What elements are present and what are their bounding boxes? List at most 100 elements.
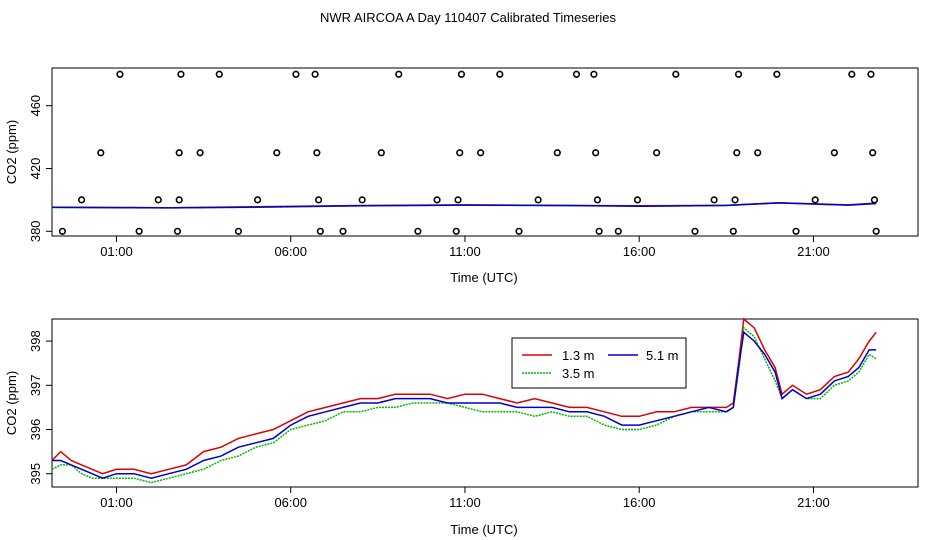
top-data-point	[173, 227, 182, 235]
panel-bottom-frame	[51, 318, 919, 488]
top-data-point	[175, 149, 183, 157]
top-data-point	[792, 227, 800, 235]
bottom-x-tick-label: 16:00	[623, 495, 656, 510]
top-data-point	[710, 196, 718, 204]
top-data-point	[377, 149, 385, 157]
top-y-tick-label: 460	[28, 95, 43, 117]
bottom-y-tick-label: 396	[28, 419, 43, 441]
bottom-x-tick-label: 21:00	[797, 495, 830, 510]
bottom-y-tick-label: 398	[28, 330, 43, 352]
top-data-point	[395, 70, 403, 78]
top-data-point	[595, 227, 603, 235]
panel-bottom-y-label: CO2 (ppm)	[4, 371, 19, 435]
legend-label-2: 3.5 m	[562, 366, 595, 381]
top-data-point	[234, 227, 243, 235]
top-data-point	[515, 227, 523, 235]
top-data-point	[534, 196, 542, 204]
top-data-point	[414, 227, 422, 235]
legend-label-1: 1.3 m	[562, 348, 595, 363]
top-data-point	[215, 70, 223, 78]
bottom-series-line-3-5-m	[51, 326, 877, 484]
top-data-point	[811, 196, 819, 204]
panel-top: 01:00 06:00 11:00 16:00 21:00 380 420 460 Time…	[4, 67, 919, 285]
top-data-point	[672, 70, 680, 78]
top-data-point	[496, 70, 504, 78]
top-data-point	[729, 227, 737, 235]
top-data-point	[339, 227, 347, 235]
top-data-point	[78, 196, 86, 204]
top-data-point	[273, 149, 281, 157]
legend-label-3: 5.1 m	[646, 348, 679, 363]
top-data-point	[633, 196, 642, 204]
panel-top-series-lines	[51, 201, 877, 209]
panel-top-points	[58, 70, 880, 235]
top-x-tick-label: 16:00	[623, 244, 656, 259]
top-data-point	[773, 70, 781, 78]
panel-bottom-x-label: Time (UTC)	[450, 522, 517, 537]
top-data-point	[691, 227, 699, 235]
bottom-series-line-5-1-m	[52, 330, 877, 480]
top-y-tick-label: 420	[28, 158, 43, 180]
top-y-tick-label: 380	[28, 220, 43, 242]
panel-bottom-x-ticks: 01:00 06:00 11:00 16:00 21:00	[100, 487, 830, 510]
legend: 1.3 m 5.1 m 3.5 m	[511, 337, 687, 389]
top-data-point	[457, 70, 466, 78]
top-data-point	[154, 196, 162, 204]
bottom-series-line-1-3-m	[51, 317, 877, 475]
top-data-point	[116, 70, 124, 78]
top-data-point	[653, 149, 661, 157]
top-data-point	[733, 149, 741, 157]
top-data-point	[869, 149, 877, 157]
top-data-point	[177, 70, 185, 78]
top-x-tick-label: 01:00	[100, 244, 133, 259]
legend-box	[511, 337, 687, 389]
top-data-point	[848, 70, 856, 78]
top-data-point	[754, 149, 762, 157]
top-data-point	[867, 70, 875, 78]
top-data-point	[870, 196, 879, 204]
top-data-point	[254, 196, 262, 204]
bottom-x-tick-label: 06:00	[274, 495, 307, 510]
panel-top-y-label: CO2 (ppm)	[4, 120, 19, 184]
top-data-point	[316, 227, 324, 235]
top-data-point	[196, 149, 204, 157]
top-data-point	[358, 196, 366, 204]
top-series-line-5-1-m	[51, 202, 877, 209]
top-data-point	[452, 227, 460, 235]
top-data-point	[593, 196, 601, 204]
top-data-point	[454, 196, 462, 204]
top-data-point	[830, 149, 838, 157]
panel-bottom-y-ticks: 395 396 397 398	[28, 330, 52, 485]
top-data-point	[433, 196, 441, 204]
top-data-point	[292, 70, 300, 78]
top-data-point	[872, 227, 880, 235]
top-x-tick-label: 11:00	[449, 244, 481, 259]
bottom-y-tick-label: 397	[28, 374, 43, 396]
bottom-x-tick-label: 01:00	[100, 495, 133, 510]
bottom-x-tick-label: 11:00	[449, 495, 481, 510]
top-data-point	[97, 149, 105, 157]
top-data-point	[734, 70, 743, 78]
top-data-point	[135, 227, 143, 235]
top-data-point	[456, 149, 464, 157]
top-data-point	[314, 196, 323, 204]
top-data-point	[311, 70, 319, 78]
bottom-y-tick-label: 395	[28, 463, 43, 485]
top-data-point	[175, 196, 183, 204]
top-data-point	[313, 149, 321, 157]
top-data-point	[553, 149, 561, 157]
panel-top-frame	[51, 67, 919, 237]
top-data-point	[590, 70, 598, 78]
top-x-tick-label: 06:00	[274, 244, 307, 259]
top-x-tick-label: 21:00	[797, 244, 830, 259]
top-data-point	[614, 227, 622, 235]
panel-bottom: 01:00 06:00 11:00 16:00 21:00 395 396 397 398 T…	[4, 317, 919, 537]
top-data-point	[592, 149, 600, 157]
panel-top-y-ticks: 380 420 460	[28, 95, 52, 242]
top-data-point	[731, 196, 739, 204]
top-data-point	[572, 70, 581, 78]
panel-bottom-series-lines	[51, 317, 877, 484]
chart-title: NWR AIRCOA A Day 110407 Calibrated Times…	[320, 10, 616, 25]
